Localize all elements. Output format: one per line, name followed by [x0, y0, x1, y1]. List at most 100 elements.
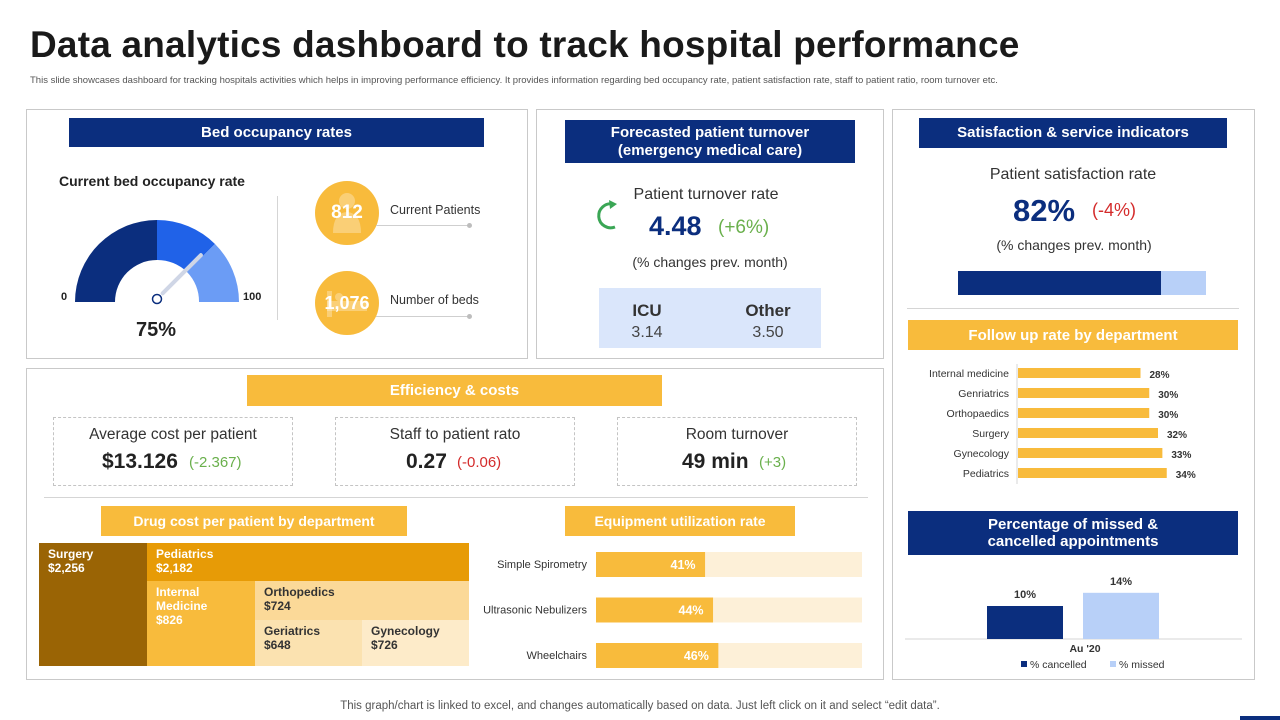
- treemap-label: Geriatrics: [264, 624, 321, 638]
- treemap-value: $726: [371, 637, 398, 652]
- satisfaction-value-number: 82%: [1013, 193, 1076, 228]
- followup-category-label: Gynecology: [954, 448, 1010, 460]
- followup-category-label: Orthopaedics: [947, 408, 1009, 420]
- gauge-segment-dark: [75, 220, 157, 302]
- avg-cost-card: [53, 417, 293, 486]
- missed-category-label: Au '20: [1069, 643, 1100, 655]
- treemap-cell-surgery: Surgery $2,256: [39, 543, 147, 666]
- treemap-cell-internal-medicine: Internal Medicine $826: [147, 581, 255, 666]
- treemap-cell-geriatrics: Geriatrics $648: [255, 620, 362, 666]
- missed-legend-label: % cancelled: [1030, 659, 1087, 671]
- equipment-category-label: Ultrasonic Nebulizers: [483, 605, 587, 617]
- drug-cost-treemap: Surgery $2,256 Pediatrics $2,182 Interna…: [39, 543, 469, 666]
- turnover-header: Forecasted patient turnover (emergency m…: [565, 120, 855, 163]
- missed-header-line1: Percentage of missed &: [987, 515, 1159, 533]
- equipment-value-label: 46%: [684, 649, 709, 663]
- drug-cost-header: Drug cost per patient by department: [101, 506, 407, 536]
- equipment-bar: [596, 643, 719, 668]
- followup-category-label: Surgery: [972, 428, 1010, 440]
- room-turnover-label: Room turnover: [685, 426, 789, 443]
- other-value: 3.50: [752, 324, 784, 341]
- followup-bar: [1018, 368, 1141, 378]
- gauge-segment-mid: [157, 220, 215, 272]
- icu-label: ICU: [632, 301, 662, 320]
- satisfaction-header: Satisfaction & service indicators: [919, 118, 1227, 148]
- avg-cost-change: (-2.367): [189, 454, 242, 471]
- icu-value: 3.14: [631, 324, 663, 341]
- satisfaction-value: 82%: [1013, 193, 1075, 229]
- gauge-title: Current bed occupancy rate: [59, 173, 245, 189]
- followup-bar: [1018, 448, 1163, 458]
- treemap-label: Gynecology: [371, 624, 440, 638]
- followup-bar: [1018, 468, 1167, 478]
- missed-legend-swatch: [1021, 661, 1027, 667]
- gauge-segment-light: [187, 244, 239, 302]
- equipment-chart: Simple Spirometry 41% Ultrasonic Nebulizer…: [483, 552, 862, 668]
- treemap-cell-orthopedics: Orthopedics $724: [255, 581, 469, 620]
- treemap-label: Internal Medicine: [156, 585, 208, 613]
- bed-occupancy-gauge: [75, 220, 239, 305]
- equipment-bar: [596, 597, 714, 623]
- equipment-bar: [596, 552, 706, 577]
- followup-category-label: Pediatrics: [963, 468, 1009, 480]
- bed-occupancy-header: Bed occupancy rates: [69, 118, 484, 147]
- bed-icon: [327, 291, 367, 317]
- followup-value-label: 34%: [1176, 470, 1196, 481]
- treemap-value: $826: [156, 612, 183, 627]
- treemap-cell-gynecology: Gynecology $726: [362, 620, 469, 666]
- number-of-beds-value: 1,076: [324, 292, 370, 313]
- treemap-label: Pediatrics: [156, 547, 214, 561]
- page-title: Data analytics dashboard to track hospit…: [30, 24, 1020, 65]
- treemap-value: $2,256: [48, 560, 85, 575]
- equipment-header: Equipment utilization rate: [565, 506, 795, 536]
- staff-ratio-label: Staff to patient rato: [389, 426, 521, 443]
- other-label: Other: [745, 301, 791, 320]
- room-turnover-value: 49 min: [682, 450, 749, 473]
- bed-divider: [277, 196, 278, 320]
- followup-value-label: 30%: [1158, 410, 1178, 421]
- gauge-needle: [160, 253, 203, 296]
- followup-bar: [1018, 388, 1150, 398]
- followup-value-label: 33%: [1171, 450, 1191, 461]
- treemap-value: $2,182: [156, 560, 193, 575]
- avg-cost-value: $13.126: [102, 450, 178, 473]
- staff-ratio-value: 0.27: [406, 450, 447, 473]
- equipment-value-label: 41%: [671, 558, 696, 572]
- treemap-label: Surgery: [48, 547, 94, 561]
- patient-icon: [333, 193, 361, 233]
- satisfaction-bar-fill: [958, 271, 1162, 295]
- gauge-min-label: 0: [61, 291, 68, 303]
- followup-chart: Internal medicine 28% Genriatrics 30% Orthop…: [929, 364, 1196, 484]
- satisfaction-change: (-4%): [1092, 200, 1136, 220]
- turnover-value-number: 4.48: [649, 211, 702, 241]
- missed-bar: [1083, 592, 1159, 639]
- satisfaction-label: Patient satisfaction rate: [989, 166, 1157, 183]
- turnover-value: 4.48: [649, 211, 702, 242]
- missed-chart: 10% 14% Au '20 % cancelled % missed: [905, 576, 1242, 671]
- efficiency-divider: [44, 497, 868, 498]
- equipment-value-label: 44%: [679, 604, 704, 618]
- efficiency-header: Efficiency & costs: [247, 375, 662, 406]
- missed-bar: [987, 606, 1063, 639]
- number-of-beds-badge: 1,076: [315, 271, 379, 335]
- followup-header: Follow up rate by department: [908, 320, 1238, 350]
- page-subtitle: This slide showcases dashboard for track…: [30, 75, 998, 86]
- missed-header: Percentage of missed & cancelled appoint…: [908, 511, 1238, 555]
- missed-legend-label: % missed: [1119, 659, 1165, 671]
- treemap-cell-pediatrics: Pediatrics $2,182: [147, 543, 469, 581]
- followup-category-label: Internal medicine: [929, 368, 1009, 380]
- followup-category-label: Genriatrics: [958, 388, 1009, 400]
- avg-cost-label: Average cost per patient: [89, 426, 257, 443]
- missed-value-label: 14%: [1110, 576, 1132, 588]
- followup-value-label: 30%: [1158, 390, 1178, 401]
- staff-ratio-change: (-0.06): [457, 454, 502, 471]
- satisfaction-divider: [907, 308, 1239, 309]
- followup-bar: [1018, 428, 1158, 438]
- number-of-beds-dot: [467, 314, 472, 319]
- treemap-value: $648: [264, 637, 291, 652]
- treemap-label: Orthopedics: [264, 585, 335, 599]
- satisfaction-note: (% changes prev. month): [996, 237, 1152, 253]
- gauge-max-label: 100: [243, 291, 262, 303]
- turnover-note: (% changes prev. month): [632, 254, 788, 270]
- gauge-value-label: 75%: [135, 319, 177, 341]
